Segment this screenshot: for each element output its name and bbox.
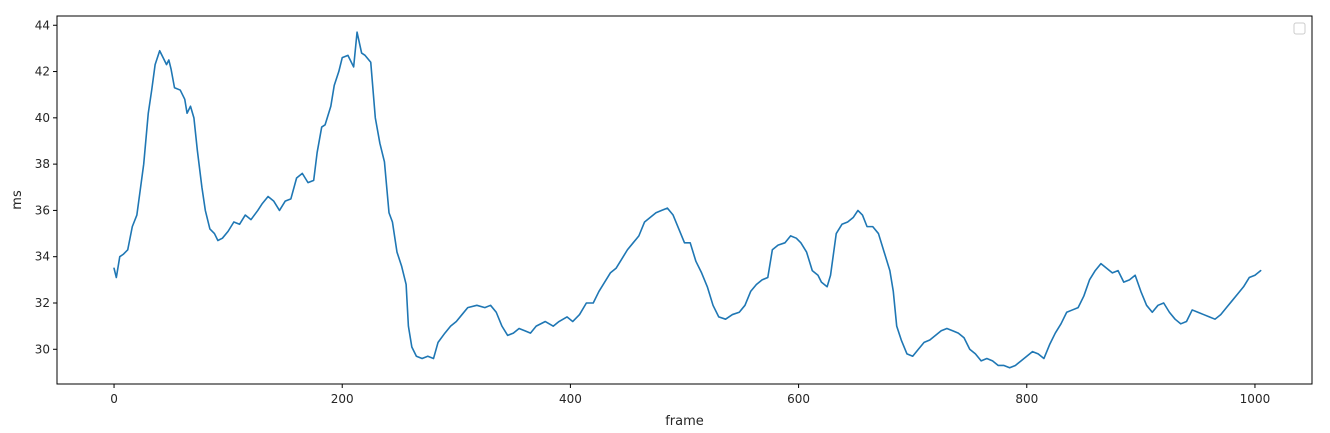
y-tick-label: 42 [35, 65, 50, 79]
series-line-0 [113, 31, 1262, 369]
x-axis-label: frame [665, 414, 704, 429]
y-tick-label: 44 [35, 18, 50, 32]
x-tick-label: 0 [110, 392, 118, 406]
y-tick-label: 30 [35, 342, 50, 356]
y-tick-label: 38 [35, 157, 50, 171]
x-tick-label: 600 [787, 392, 810, 406]
y-tick-label: 40 [35, 111, 50, 125]
x-tick-label: 800 [1015, 392, 1038, 406]
axes-frame [56, 15, 1313, 385]
x-tick-label: 400 [559, 392, 582, 406]
x-tick-label: 200 [331, 392, 354, 406]
y-axis: 30 32 34 36 38 40 42 44 [35, 18, 57, 356]
legend-box [1293, 22, 1306, 35]
y-axis-label: ms [10, 190, 25, 210]
y-tick-label: 32 [35, 296, 50, 310]
x-axis: 0 200 400 600 800 1000 [110, 384, 1270, 406]
x-tick-label: 1000 [1240, 392, 1271, 406]
y-tick-label: 34 [35, 250, 50, 264]
y-tick-label: 36 [35, 203, 50, 217]
plot-area [113, 31, 1262, 369]
